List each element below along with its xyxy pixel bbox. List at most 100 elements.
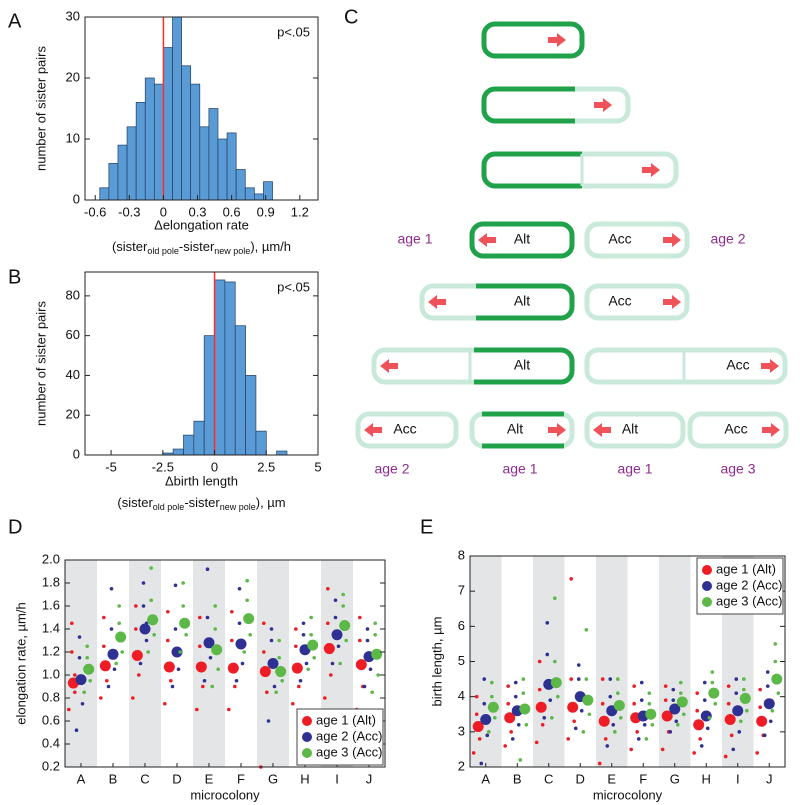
y-axis-label: number of sister pairs — [33, 301, 48, 426]
data-point — [572, 719, 576, 724]
data-point — [668, 730, 673, 734]
data-point — [329, 673, 333, 677]
category-shade — [129, 560, 161, 767]
category-shade — [596, 556, 628, 767]
age-label: age 2 — [374, 461, 409, 477]
y-tick-label: 1.0 — [42, 666, 60, 681]
data-point — [163, 701, 167, 706]
data-point — [240, 661, 245, 666]
bar — [172, 16, 182, 201]
x-tick-label: F — [639, 771, 647, 786]
data-point — [137, 673, 141, 677]
data-point — [304, 661, 309, 666]
x-axis-label-part: ), µm/h — [250, 239, 291, 254]
data-point — [676, 723, 680, 727]
mean-point — [519, 703, 531, 715]
y-tick-label: 1.4 — [42, 620, 60, 635]
data-point — [146, 650, 150, 654]
y-tick-label: 0.8 — [42, 689, 60, 704]
data-point — [99, 696, 103, 700]
data-point — [518, 758, 523, 762]
x-tick-label: J — [766, 771, 773, 786]
cell-label: Acc — [608, 231, 631, 247]
cell-label: Acc — [724, 421, 747, 437]
bar — [108, 163, 119, 201]
growth-arrow — [761, 359, 779, 373]
mean-point — [535, 701, 547, 713]
data-point — [230, 609, 234, 614]
data-point — [216, 667, 220, 672]
data-point — [619, 715, 623, 720]
y-tick-label: 7 — [458, 583, 465, 598]
data-point — [524, 723, 529, 727]
data-point — [597, 761, 602, 766]
mean-point — [724, 714, 736, 726]
annotation: p<.05 — [277, 24, 310, 39]
data-point — [248, 632, 252, 637]
y-tick-label: 4 — [458, 688, 465, 703]
data-point — [707, 715, 712, 720]
mean-point — [582, 694, 594, 706]
x-axis-label-part: -sister — [179, 239, 215, 254]
x-tick-label: 0.6 — [223, 204, 241, 219]
data-point — [513, 694, 518, 699]
mean-point — [267, 658, 279, 669]
data-point — [647, 691, 652, 695]
x-tick-label: C — [544, 771, 553, 786]
data-point — [584, 677, 589, 681]
legend-swatch — [302, 716, 312, 726]
data-point — [106, 684, 111, 689]
age-label: age 2 — [710, 231, 745, 247]
data-point — [70, 621, 74, 626]
legend-swatch — [702, 581, 712, 591]
data-point — [202, 678, 207, 683]
bar — [153, 83, 164, 201]
data-point — [710, 680, 715, 685]
data-point — [726, 701, 731, 706]
x-tick-label: E — [607, 771, 616, 786]
bar — [172, 448, 184, 456]
data-point — [510, 737, 515, 741]
bar — [117, 144, 128, 201]
y-tick-label: 1.8 — [42, 574, 60, 589]
data-point — [365, 627, 370, 631]
data-point — [77, 655, 82, 660]
mean-point — [131, 649, 143, 661]
x-tick-label: D — [576, 771, 585, 786]
data-point — [70, 650, 74, 654]
axes-box — [84, 271, 319, 456]
x-axis-label-part: new pole — [214, 246, 250, 256]
data-point — [773, 659, 778, 664]
data-point — [80, 701, 85, 706]
data-point — [710, 670, 715, 674]
growth-arrow — [642, 163, 660, 177]
x-tick-label: -0.6 — [84, 204, 106, 219]
data-point — [373, 621, 377, 626]
bar — [263, 181, 273, 201]
x-tick-label: 0 — [211, 459, 218, 474]
mean-point — [756, 715, 768, 727]
legend-label: age 1 (Alt) — [316, 712, 376, 727]
data-point — [333, 598, 338, 603]
data-point — [85, 655, 89, 660]
mean-point — [331, 629, 343, 641]
legend-label: age 1 (Alt) — [716, 561, 776, 576]
data-point — [184, 632, 188, 637]
data-point — [237, 621, 242, 626]
data-point — [474, 712, 479, 717]
y-tick-label: 40 — [66, 367, 80, 382]
data-point — [581, 730, 586, 734]
panel-label: A — [8, 10, 22, 32]
x-tick-label: I — [335, 771, 339, 786]
cell-label: Acc — [393, 421, 416, 437]
mean-point — [275, 666, 287, 678]
data-point — [698, 737, 702, 741]
bar — [199, 126, 210, 201]
data-point — [635, 730, 639, 734]
data-point — [149, 566, 153, 570]
bar — [135, 102, 146, 201]
data-point — [242, 650, 246, 654]
x-tick-label: 1.2 — [291, 204, 309, 219]
data-point — [629, 747, 633, 752]
mean-point — [195, 661, 207, 673]
